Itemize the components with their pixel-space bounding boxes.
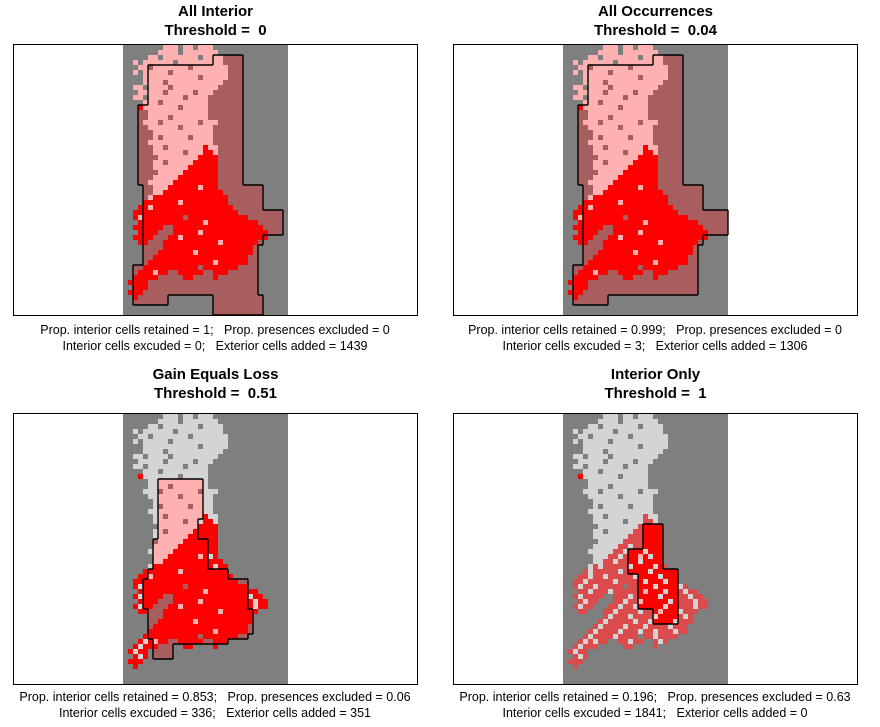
- panel-caption-gain-equals-loss: Prop. interior cells retained = 0.853; P…: [0, 689, 435, 721]
- caption-line2: Interior cells excuded = 1841; Exterior …: [502, 706, 808, 720]
- panel-title-interior-only: Interior Only Threshold = 1: [453, 365, 858, 403]
- caption-line2: Interior cells excuded = 336; Exterior c…: [59, 706, 371, 720]
- britain-map-interior-only: [563, 414, 728, 684]
- caption-line1: Prop. interior cells retained = 1; Prop.…: [40, 323, 390, 337]
- map-plot-area-all-interior: [13, 44, 418, 316]
- panel-title-all-occurrences: All Occurrences Threshold = 0.04: [453, 2, 858, 40]
- panel-caption-interior-only: Prop. interior cells retained = 0.196; P…: [435, 689, 875, 721]
- panel-title-all-interior: All Interior Threshold = 0: [13, 2, 418, 40]
- britain-map-all-occurrences: [563, 45, 729, 315]
- panel-title-line1: All Interior: [177, 3, 253, 20]
- panel-caption-all-interior: Prop. interior cells retained = 1; Prop.…: [0, 322, 435, 354]
- caption-line1: Prop. interior cells retained = 0.853; P…: [19, 690, 411, 704]
- caption-line2: Interior cells excuded = 3; Exterior cel…: [502, 339, 808, 353]
- panel-title-gain-equals-loss: Gain Equals Loss Threshold = 0.51: [13, 365, 418, 403]
- panel-title-line1: All Occurrences: [597, 3, 714, 20]
- panel-title-line2: Threshold = 1: [604, 385, 707, 402]
- caption-line1: Prop. interior cells retained = 0.999; P…: [468, 323, 842, 337]
- panel-title-line2: Threshold = 0.51: [154, 385, 277, 402]
- panel-title-line2: Threshold = 0.04: [594, 22, 717, 39]
- map-plot-area-interior-only: [453, 413, 858, 685]
- caption-line1: Prop. interior cells retained = 0.196; P…: [459, 690, 851, 704]
- panel-title-line2: Threshold = 0: [164, 22, 267, 39]
- caption-line2: Interior cells excuded = 0; Exterior cel…: [62, 339, 368, 353]
- panel-title-line1: Gain Equals Loss: [152, 366, 279, 383]
- britain-map-gain-equals-loss: [123, 414, 288, 684]
- map-plot-area-gain-equals-loss: [13, 413, 418, 685]
- panel-caption-all-occurrences: Prop. interior cells retained = 0.999; P…: [435, 322, 875, 354]
- map-plot-area-all-occurrences: [453, 44, 858, 316]
- panel-title-line1: Interior Only: [610, 366, 701, 383]
- britain-map-all-interior: [123, 45, 288, 315]
